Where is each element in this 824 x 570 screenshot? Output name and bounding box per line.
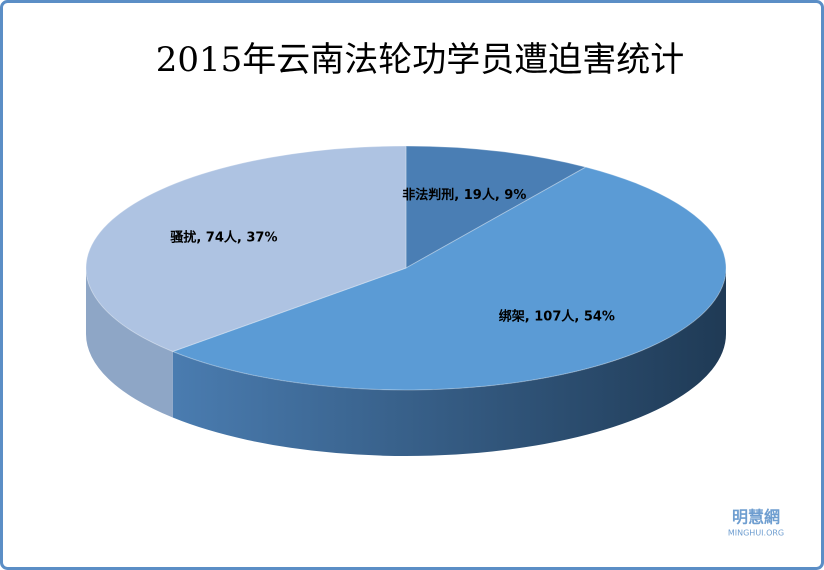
watermark-site: MINGHUI.ORG: [728, 529, 784, 538]
data-label: 非法判刑, 19人, 9%: [402, 187, 526, 203]
slice: [85, 145, 407, 353]
slice-side: [172, 268, 726, 456]
slice: [171, 166, 727, 391]
slice-side: [86, 268, 173, 418]
pie: 非法判刑, 19人, 9% 绑架, 107人, 54% 骚扰, 74人, 37%: [85, 145, 727, 456]
slice: [405, 145, 588, 269]
data-label: 骚扰, 74人, 37%: [170, 229, 277, 245]
chart-title: 2015年云南法轮功学员遭迫害统计: [156, 40, 685, 80]
data-label: 绑架, 107人, 54%: [499, 309, 615, 325]
watermark-name: 明慧網: [732, 508, 780, 527]
